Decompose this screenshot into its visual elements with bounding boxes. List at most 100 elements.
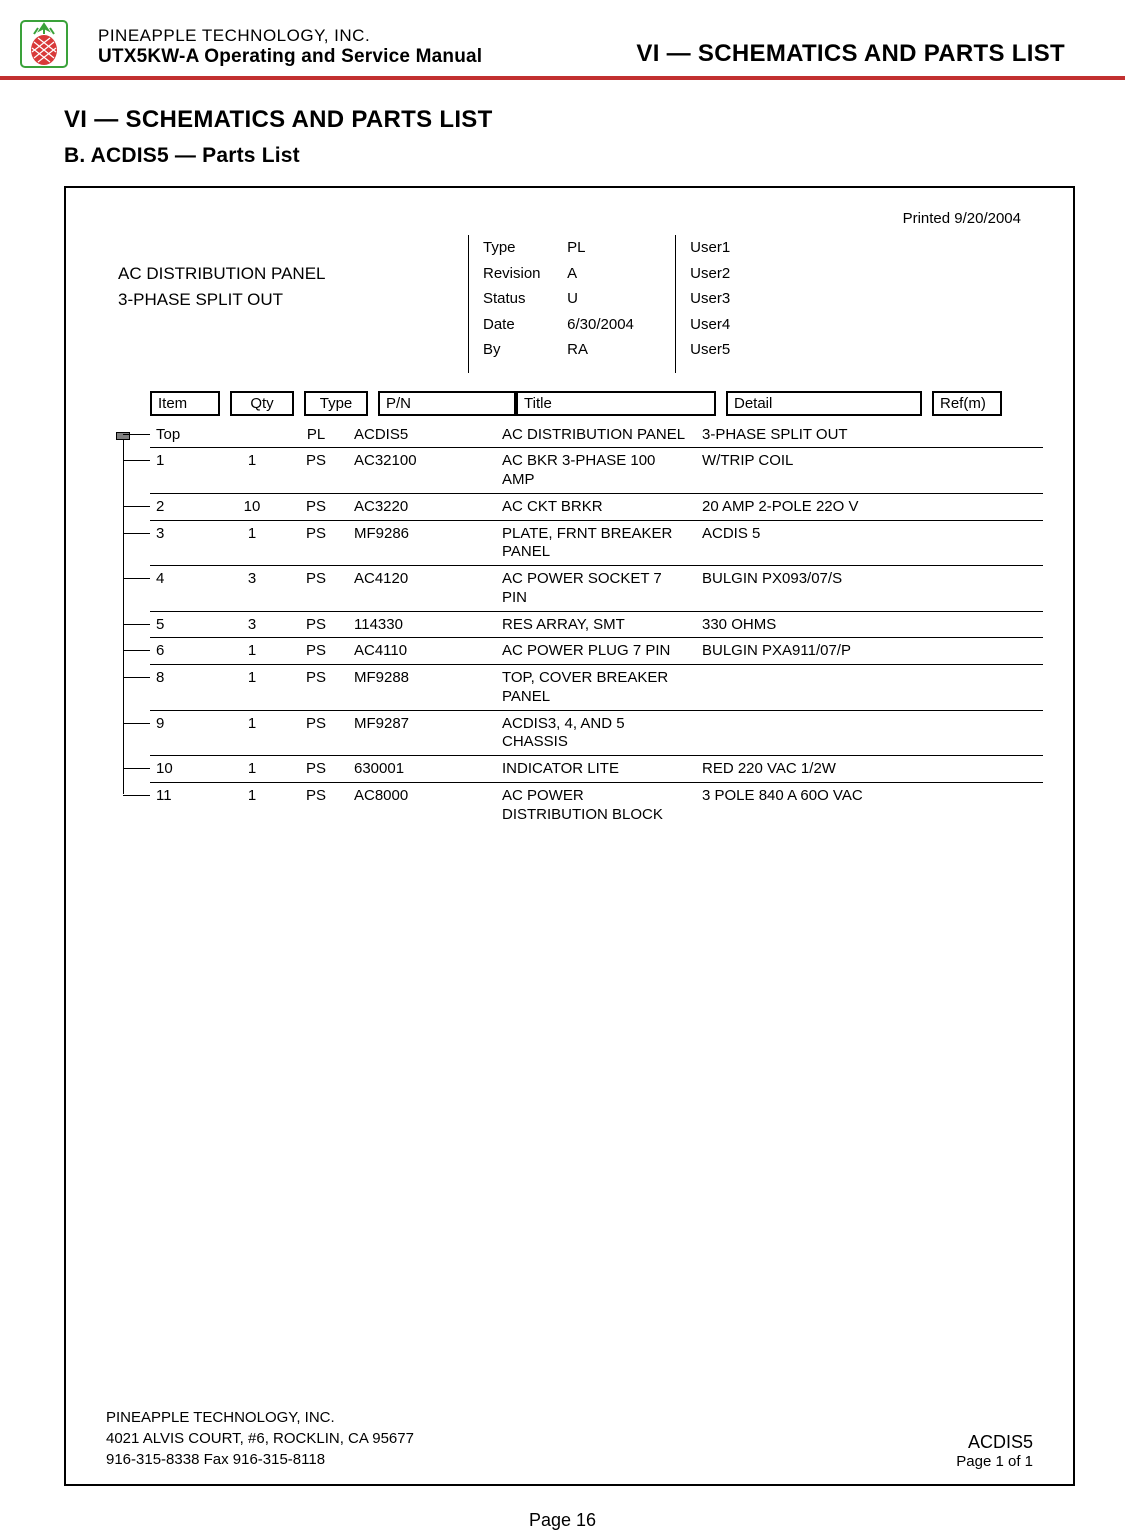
meta-value: 6/30/2004 bbox=[567, 312, 657, 338]
cell-title: AC DISTRIBUTION PANEL bbox=[496, 426, 696, 445]
tree-branch-icon bbox=[123, 578, 150, 579]
cell-title: AC BKR 3-PHASE 100 AMP bbox=[496, 452, 696, 490]
cell-title: AC CKT BRKR bbox=[496, 498, 696, 517]
header-text-block: PINEAPPLE TECHNOLOGY, INC. UTX5KW-A Oper… bbox=[98, 26, 636, 68]
cell-qty: 1 bbox=[220, 525, 284, 563]
cell-ref bbox=[892, 760, 962, 779]
page-number: Page 16 bbox=[0, 1510, 1125, 1531]
table-row: 61PSAC4110AC POWER PLUG 7 PINBULGIN PXA9… bbox=[150, 637, 1043, 664]
cell-title: RES ARRAY, SMT bbox=[496, 616, 696, 635]
col-title: Title bbox=[516, 391, 716, 416]
manual-title: UTX5KW-A Operating and Service Manual bbox=[98, 46, 636, 68]
content-frame: Printed 9/20/2004 AC DISTRIBUTION PANEL … bbox=[64, 186, 1075, 1486]
cell-ref bbox=[892, 715, 962, 753]
cell-title: PLATE, FRNT BREAKER PANEL bbox=[496, 525, 696, 563]
cell-ref bbox=[892, 452, 962, 490]
cell-pn: ACDIS5 bbox=[348, 426, 496, 445]
cell-type: PS bbox=[284, 525, 348, 563]
cell-detail: ACDIS 5 bbox=[696, 525, 892, 563]
cell-pn: AC32100 bbox=[348, 452, 496, 490]
col-ref: Ref(m) bbox=[932, 391, 1002, 416]
cell-ref bbox=[892, 669, 962, 707]
cell-ref bbox=[892, 787, 962, 825]
cell-detail: W/TRIP COIL bbox=[696, 452, 892, 490]
cell-qty: 1 bbox=[220, 715, 284, 753]
cell-ref bbox=[892, 642, 962, 661]
cell-title: AC POWER SOCKET 7 PIN bbox=[496, 570, 696, 608]
cell-title: AC POWER PLUG 7 PIN bbox=[496, 642, 696, 661]
cell-item: 4 bbox=[150, 570, 220, 608]
table-header-row: Item Qty Type P/N Title Detail Ref(m) bbox=[150, 391, 1043, 416]
table-row: 101PS630001INDICATOR LITERED 220 VAC 1/2… bbox=[150, 755, 1043, 782]
cell-qty: 1 bbox=[220, 669, 284, 707]
cell-title: TOP, COVER BREAKER PANEL bbox=[496, 669, 696, 707]
meta-left: AC DISTRIBUTION PANEL 3-PHASE SPLIT OUT bbox=[118, 235, 468, 373]
meta-value: PL bbox=[567, 235, 657, 261]
cell-qty: 1 bbox=[220, 452, 284, 490]
table-row: 210PSAC3220AC CKT BRKR20 AMP 2-POLE 22O … bbox=[150, 493, 1043, 520]
cell-ref bbox=[892, 498, 962, 517]
cell-type: PS bbox=[284, 642, 348, 661]
table-row: 31PSMF9286PLATE, FRNT BREAKER PANELACDIS… bbox=[150, 520, 1043, 566]
cell-type: PS bbox=[284, 616, 348, 635]
cell-item: 1 bbox=[150, 452, 220, 490]
meta-label: Date bbox=[483, 312, 563, 338]
tree-branch-icon bbox=[123, 677, 150, 678]
meta-label: Type bbox=[483, 235, 563, 261]
cell-pn: AC4110 bbox=[348, 642, 496, 661]
cell-item: 5 bbox=[150, 616, 220, 635]
tree-branch-icon bbox=[123, 434, 150, 435]
cell-title: AC POWER DISTRIBUTION BLOCK bbox=[496, 787, 696, 825]
cell-detail: 330 OHMS bbox=[696, 616, 892, 635]
cell-item: 11 bbox=[150, 787, 220, 825]
printed-date: Printed 9/20/2004 bbox=[96, 210, 1043, 227]
meta-title-2: 3-PHASE SPLIT OUT bbox=[118, 287, 468, 313]
table-row: 81PSMF9288TOP, COVER BREAKER PANEL bbox=[150, 664, 1043, 710]
tree-branch-icon bbox=[123, 650, 150, 651]
cell-type: PL bbox=[284, 426, 348, 445]
cell-detail: 3 POLE 840 A 60O VAC bbox=[696, 787, 892, 825]
meta-value: A bbox=[567, 261, 657, 287]
cell-item: 8 bbox=[150, 669, 220, 707]
meta-right: User1 User2 User3 User4 User5 bbox=[675, 235, 748, 373]
col-detail: Detail bbox=[726, 391, 922, 416]
cell-pn: AC8000 bbox=[348, 787, 496, 825]
meta-block: AC DISTRIBUTION PANEL 3-PHASE SPLIT OUT … bbox=[96, 235, 1043, 373]
pineapple-logo-icon bbox=[20, 20, 68, 68]
section-title: VI — SCHEMATICS AND PARTS LIST bbox=[64, 106, 1061, 134]
cell-qty: 3 bbox=[220, 570, 284, 608]
cell-qty: 1 bbox=[220, 642, 284, 661]
meta-label: By bbox=[483, 337, 563, 363]
parts-table: Item Qty Type P/N Title Detail Ref(m) To… bbox=[96, 391, 1043, 828]
cell-item: Top bbox=[150, 426, 220, 445]
cell-detail: 3-PHASE SPLIT OUT bbox=[696, 426, 892, 445]
tree-trunk bbox=[123, 440, 124, 794]
meta-title-1: AC DISTRIBUTION PANEL bbox=[118, 261, 468, 287]
table-row: 111PSAC8000AC POWER DISTRIBUTION BLOCK3 … bbox=[150, 782, 1043, 828]
meta-user: User2 bbox=[690, 261, 730, 287]
cell-pn: AC3220 bbox=[348, 498, 496, 517]
footer-phone: 916-315-8338 Fax 916-315-8118 bbox=[106, 1449, 414, 1470]
table-row: 11PSAC32100AC BKR 3-PHASE 100 AMPW/TRIP … bbox=[150, 447, 1043, 493]
cell-type: PS bbox=[284, 570, 348, 608]
cell-ref bbox=[892, 570, 962, 608]
tree-branch-icon bbox=[123, 795, 150, 796]
header-section-label: VI — SCHEMATICS AND PARTS LIST bbox=[636, 40, 1065, 68]
cell-pn: 114330 bbox=[348, 616, 496, 635]
table-row: 53PS114330RES ARRAY, SMT330 OHMS bbox=[150, 611, 1043, 638]
cell-title: ACDIS3, 4, AND 5 CHASSIS bbox=[496, 715, 696, 753]
table-row: Top PLACDIS5AC DISTRIBUTION PANEL3-PHASE … bbox=[150, 422, 1043, 448]
cell-type: PS bbox=[284, 715, 348, 753]
footer-right: ACDIS5 Page 1 of 1 bbox=[956, 1432, 1033, 1470]
tree-branch-icon bbox=[123, 460, 150, 461]
page-header: PINEAPPLE TECHNOLOGY, INC. UTX5KW-A Oper… bbox=[0, 0, 1125, 80]
meta-label: Status bbox=[483, 286, 563, 312]
cell-detail: BULGIN PX093/07/S bbox=[696, 570, 892, 608]
cell-pn: MF9286 bbox=[348, 525, 496, 563]
tree-branch-icon bbox=[123, 533, 150, 534]
cell-qty: 10 bbox=[220, 498, 284, 517]
cell-item: 3 bbox=[150, 525, 220, 563]
parts-tree: Top PLACDIS5AC DISTRIBUTION PANEL3-PHASE … bbox=[116, 422, 1043, 828]
cell-detail: BULGIN PXA911/07/P bbox=[696, 642, 892, 661]
company-name: PINEAPPLE TECHNOLOGY, INC. bbox=[98, 26, 636, 46]
